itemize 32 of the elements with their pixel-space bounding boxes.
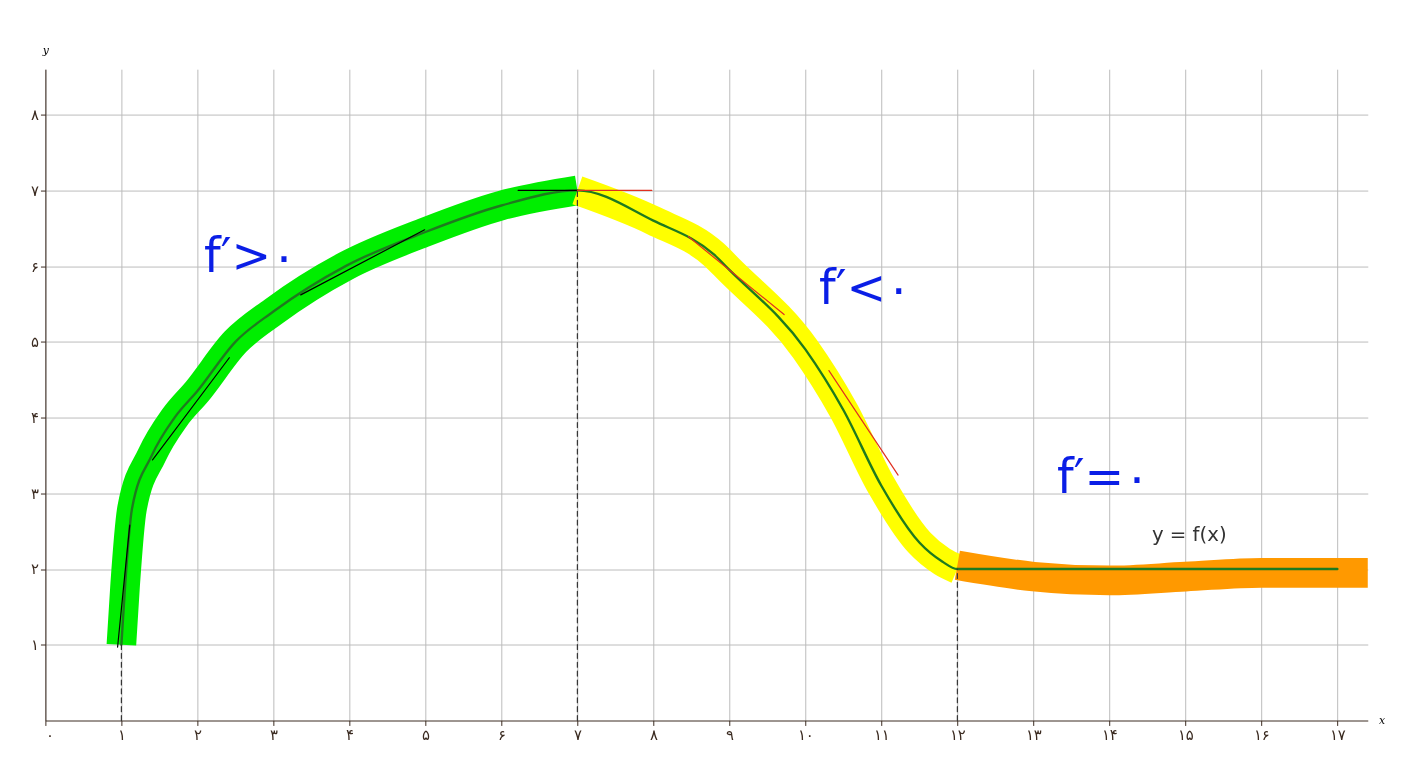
y-tick-label: ۲: [31, 560, 40, 578]
annotation: f′=۰: [1057, 449, 1150, 505]
x-tick-label: ۲: [193, 725, 202, 743]
x-tick-label: ۰: [45, 725, 54, 743]
x-tick-label: ۶: [497, 725, 506, 743]
y-tick-label: ۳: [31, 484, 40, 502]
y-tick-label: ۷: [31, 181, 40, 199]
x-tick-label: ۳: [269, 725, 278, 743]
y-tick-label: ۵: [31, 333, 40, 351]
y-axis-title: y: [41, 43, 50, 57]
x-tick-label: ۱۴: [1101, 725, 1118, 743]
annotation: f′>۰: [204, 227, 297, 283]
y-tick-label: ۶: [31, 257, 39, 275]
x-tick-label: ۱۰: [797, 725, 814, 743]
x-tick-label: ۱۶: [1253, 725, 1270, 743]
y-tick-label: ۱: [31, 636, 39, 654]
x-tick-label: ۱۲: [949, 725, 966, 743]
y-tick-label: ۸: [31, 106, 40, 124]
x-tick-label: ۵: [421, 725, 430, 743]
x-tick-label: ۴: [345, 725, 354, 743]
annotation: f′<۰: [818, 260, 912, 316]
x-tick-label: ۸: [649, 725, 658, 743]
x-axis-title: x: [1379, 713, 1386, 727]
x-tick-label: ۷: [573, 725, 582, 743]
x-tick-label: ۱۱: [873, 725, 890, 743]
y-tick-label: ۴: [31, 409, 39, 426]
x-tick-label: ۱: [117, 725, 126, 743]
x-tick-label: ۱۳: [1025, 725, 1042, 743]
x-tick-label: ۹: [725, 725, 734, 743]
x-tick-label: ۱۵: [1177, 725, 1194, 743]
annotation: y = f(x): [1151, 522, 1227, 546]
x-tick-label: ۱۷: [1329, 725, 1346, 743]
